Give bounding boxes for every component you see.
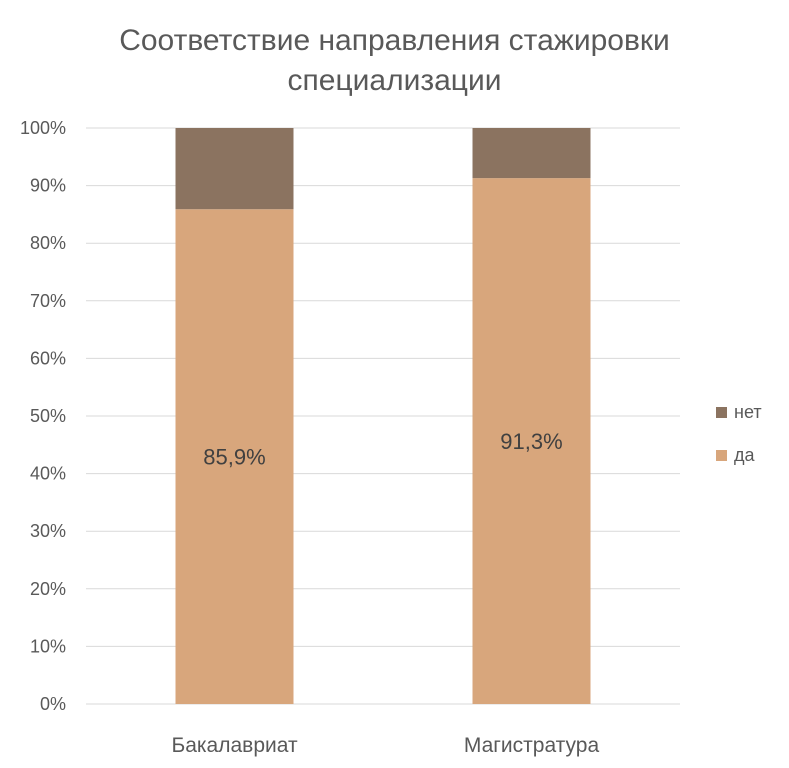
bar-segment <box>175 209 294 704</box>
y-tick-label: 40% <box>30 464 66 484</box>
legend-swatch <box>716 450 727 461</box>
y-tick-label: 30% <box>30 521 66 541</box>
y-tick-label: 50% <box>30 406 66 426</box>
y-tick-label: 70% <box>30 291 66 311</box>
y-tick-label: 80% <box>30 233 66 253</box>
data-label: 91,3% <box>500 429 562 454</box>
legend-swatch <box>716 407 727 418</box>
bar-segment <box>472 128 591 179</box>
chart-title-line-2: специализации <box>287 64 502 97</box>
category-label: Бакалавриат <box>171 734 298 757</box>
category-label: Магистратура <box>464 734 600 757</box>
data-label: 85,9% <box>203 445 265 470</box>
legend-label: да <box>734 445 756 465</box>
chart-title-line-1: Соответствие направления стажировки <box>119 24 670 57</box>
y-tick-label: 100% <box>20 118 66 138</box>
bar-segment <box>472 178 591 704</box>
y-tick-label: 60% <box>30 348 66 368</box>
legend-label: нет <box>734 402 762 422</box>
bar-segment <box>175 128 294 210</box>
y-tick-label: 0% <box>40 694 66 714</box>
y-tick-label: 20% <box>30 579 66 599</box>
y-tick-label: 90% <box>30 176 66 196</box>
y-tick-label: 10% <box>30 636 66 656</box>
